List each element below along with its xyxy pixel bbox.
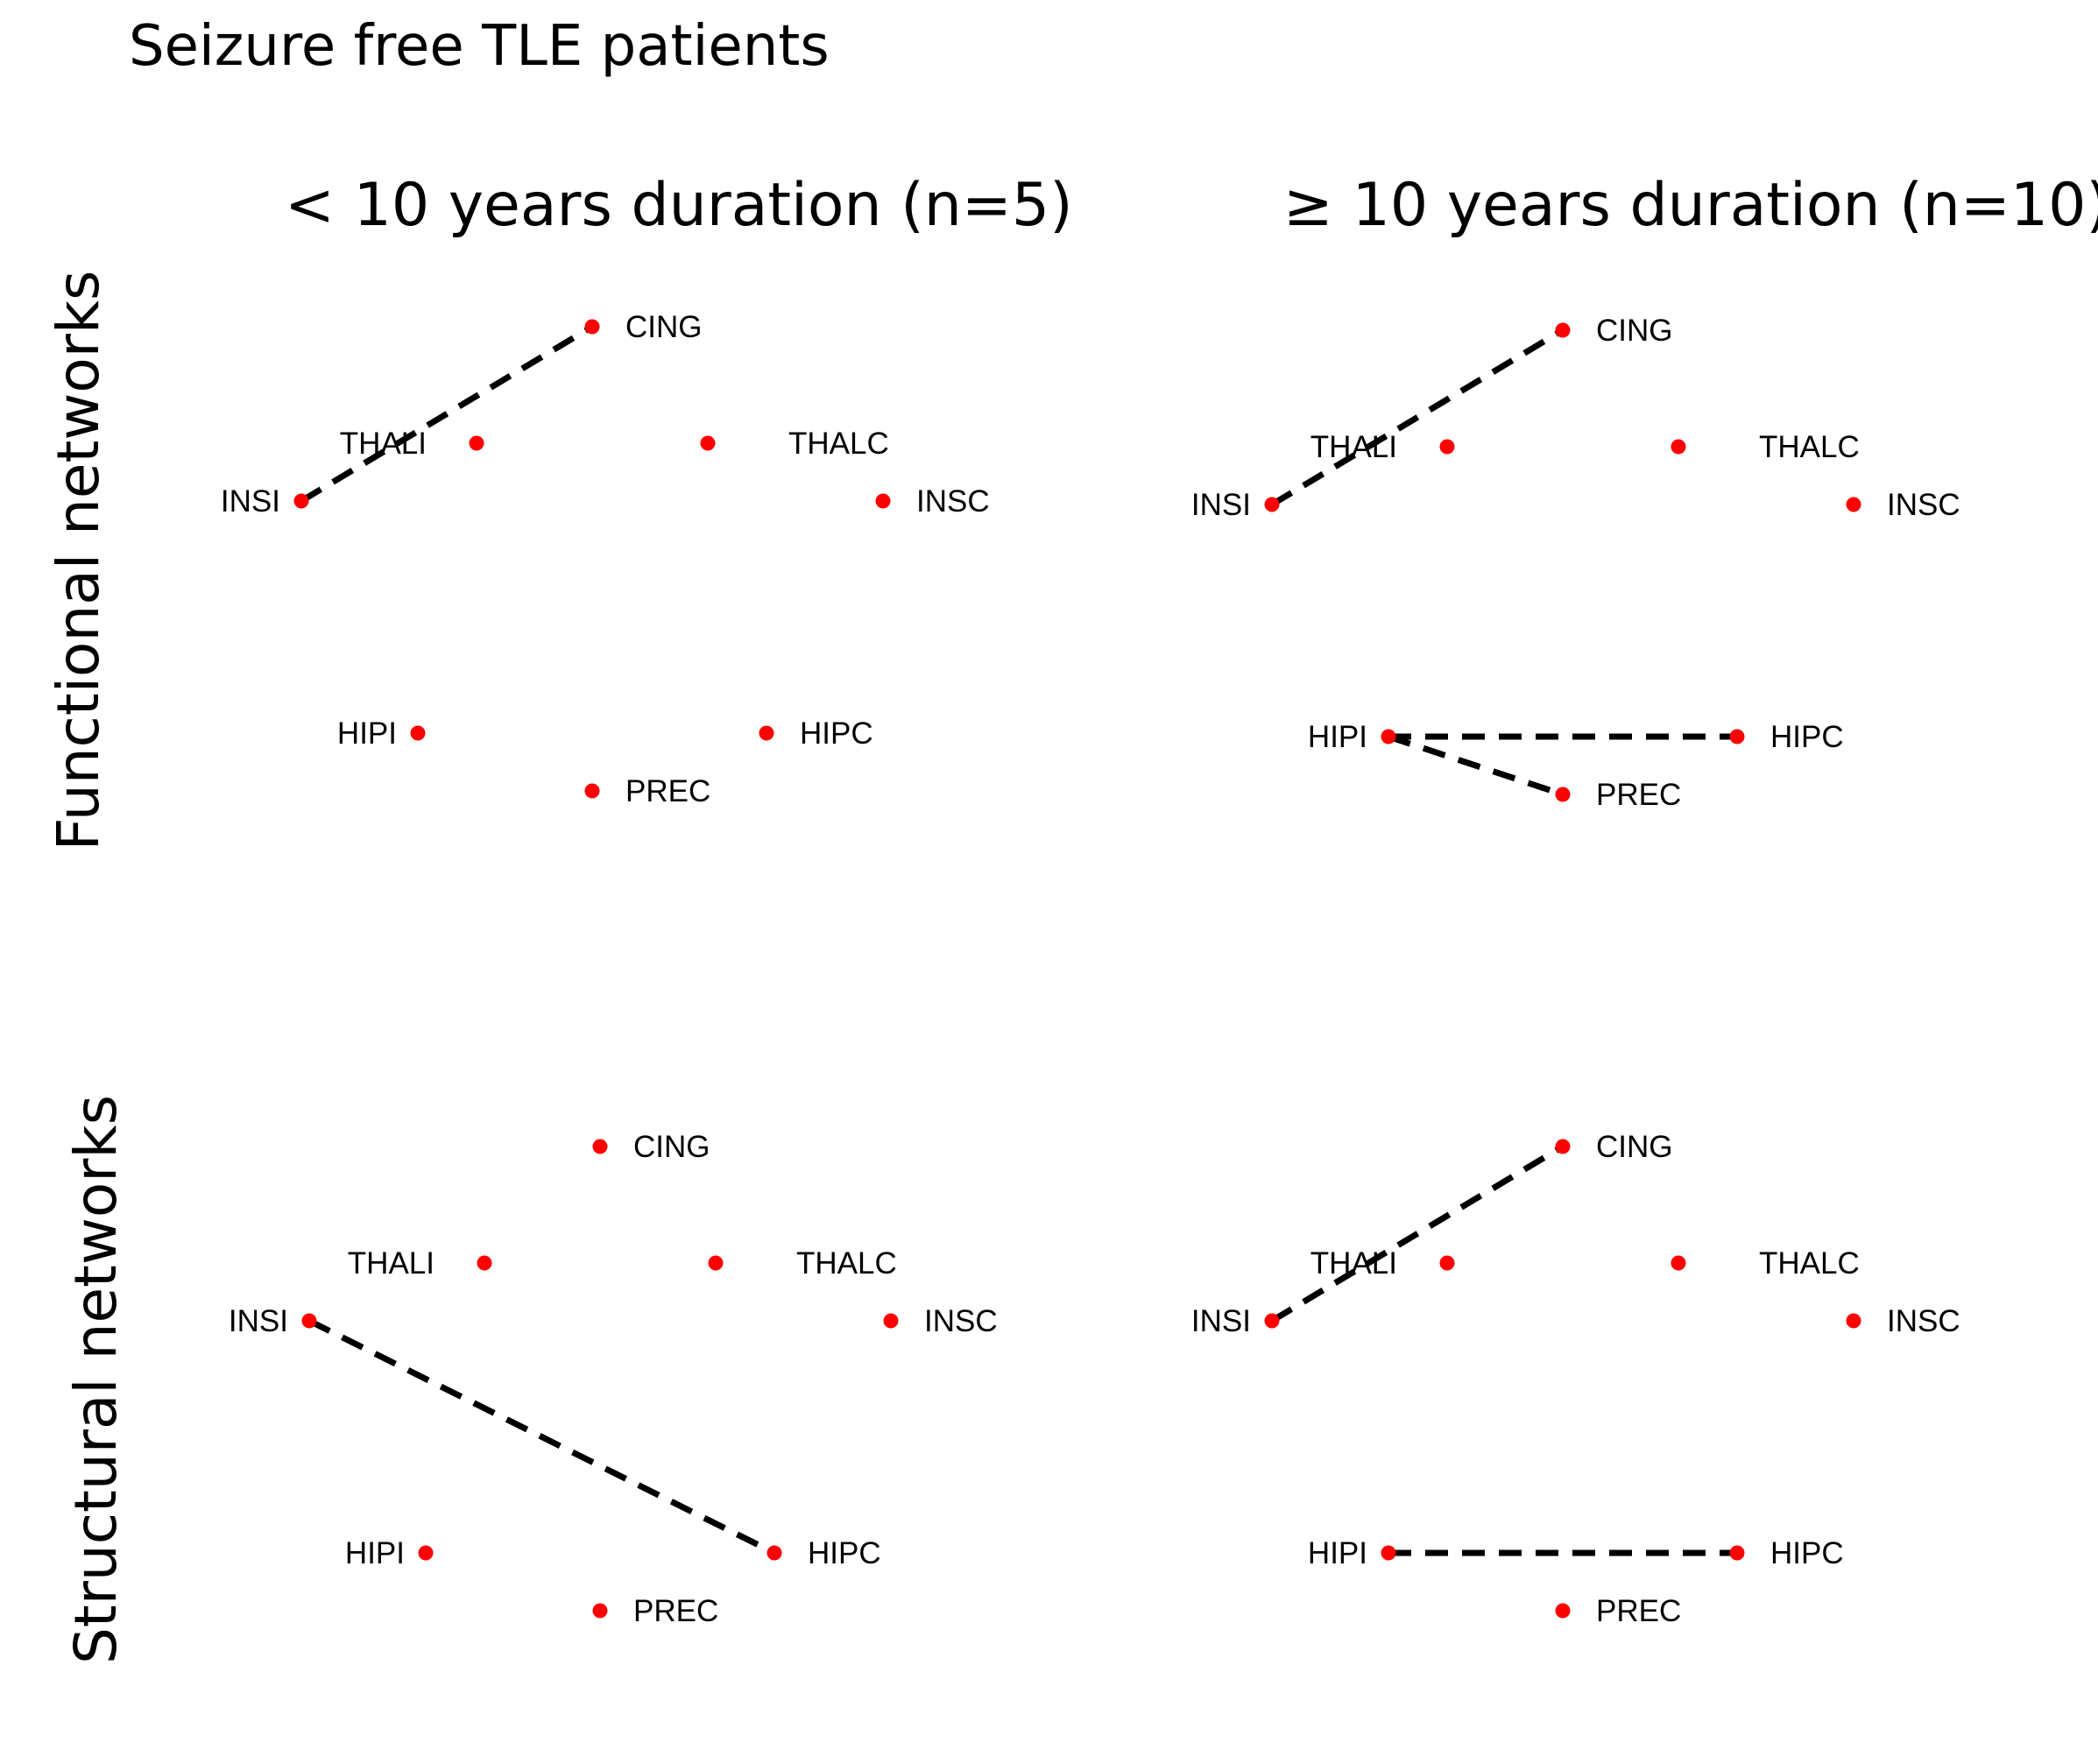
node-label-hipi: HIPI: [1308, 720, 1367, 754]
node-label-hipi: HIPI: [337, 716, 397, 751]
node-label-insi: INSI: [221, 484, 280, 519]
node-label-insc: INSC: [1887, 1304, 1960, 1338]
edge-insi-cing: [1270, 327, 1565, 508]
node-insi: [301, 1313, 317, 1329]
node-label-cing: CING: [1596, 1130, 1673, 1164]
node-label-hipc: HIPC: [1770, 720, 1844, 754]
node-thalc: [1671, 1255, 1686, 1271]
node-label-insc: INSC: [924, 1304, 998, 1338]
node-label-hipc: HIPC: [1770, 1536, 1844, 1570]
column-title-long: ≥ 10 years duration (n=10): [1283, 171, 2098, 240]
node-hipi: [1381, 729, 1396, 744]
node-prec: [1555, 1603, 1571, 1619]
node-label-hipi: HIPI: [1308, 1536, 1367, 1570]
column-title-short: < 10 years duration (n=5): [285, 171, 1073, 240]
node-hipc: [1729, 1545, 1745, 1561]
edge-insi-cing: [300, 323, 594, 505]
node-label-insc: INSC: [916, 484, 990, 519]
node-cing: [1555, 1139, 1571, 1154]
node-label-thalc: THALC: [1759, 430, 1860, 464]
node-thalc: [708, 1255, 724, 1271]
node-cing: [1555, 322, 1571, 338]
node-label-hipc: HIPC: [800, 716, 873, 751]
panel-functional-long: CING THALI THALC INSI INSC HIPI HIPC PREC: [1191, 314, 1960, 812]
node-label-thali: THALI: [1310, 1246, 1397, 1281]
node-label-cing: CING: [625, 310, 703, 344]
edge-insi-cing: [1270, 1143, 1565, 1324]
node-cing: [584, 319, 600, 335]
node-label-thali: THALI: [340, 427, 427, 461]
edge-hipi-prec: [1387, 733, 1565, 798]
node-label-thalc: THALC: [788, 427, 889, 461]
node-label-prec: PREC: [633, 1594, 718, 1628]
row-title-structural: Structural networks: [62, 1095, 130, 1664]
node-label-insi: INSI: [1191, 488, 1251, 522]
node-hipc: [1729, 729, 1745, 744]
node-label-hipc: HIPC: [808, 1536, 881, 1570]
node-hipi: [1381, 1545, 1396, 1561]
panel-structural-long: CING THALI THALC INSI INSC HIPI HIPC PREC: [1191, 1130, 1960, 1628]
node-prec: [1555, 787, 1571, 802]
node-prec: [584, 783, 600, 799]
node-prec: [592, 1603, 608, 1619]
node-label-cing: CING: [1596, 314, 1673, 348]
node-thali: [1439, 1255, 1455, 1271]
node-thalc: [1671, 439, 1686, 455]
node-insc: [1846, 497, 1861, 512]
node-thali: [1439, 439, 1455, 455]
node-thali: [469, 435, 484, 451]
node-label-prec: PREC: [1596, 1594, 1681, 1628]
row-title-functional: Functional networks: [45, 271, 112, 851]
edge-insi-hipc: [307, 1317, 776, 1556]
node-insc: [883, 1313, 899, 1329]
node-label-cing: CING: [633, 1130, 710, 1164]
panel-structural-short: CING THALI THALC INSI INSC HIPI HIPC PREC: [229, 1130, 998, 1628]
node-hipc: [759, 725, 774, 741]
node-hipc: [766, 1545, 782, 1561]
node-label-thalc: THALC: [1759, 1246, 1860, 1281]
node-label-prec: PREC: [1596, 778, 1681, 812]
node-label-insi: INSI: [1191, 1304, 1251, 1338]
node-label-insi: INSI: [229, 1304, 288, 1338]
node-thali: [477, 1255, 492, 1271]
figure-title: Seizure free TLE patients: [129, 14, 830, 79]
node-insi: [1264, 497, 1280, 512]
node-label-insc: INSC: [1887, 488, 1960, 522]
node-insc: [1846, 1313, 1861, 1329]
node-label-thalc: THALC: [796, 1246, 897, 1281]
node-hipi: [410, 725, 426, 741]
node-hipi: [418, 1545, 434, 1561]
node-label-thali: THALI: [1310, 430, 1397, 464]
node-insi: [1264, 1313, 1280, 1329]
node-label-prec: PREC: [625, 774, 710, 808]
panel-functional-short: CING THALI THALC INSI INSC HIPI HIPC PREC: [221, 310, 990, 808]
node-thalc: [700, 435, 716, 451]
network-panels: CING THALI THALC INSI INSC HIPI HIPC PREC CING TH…: [221, 310, 1960, 1628]
node-label-hipi: HIPI: [345, 1536, 405, 1570]
node-label-thali: THALI: [348, 1246, 434, 1281]
node-insi: [293, 493, 309, 509]
node-insc: [875, 493, 891, 509]
node-cing: [592, 1139, 608, 1154]
